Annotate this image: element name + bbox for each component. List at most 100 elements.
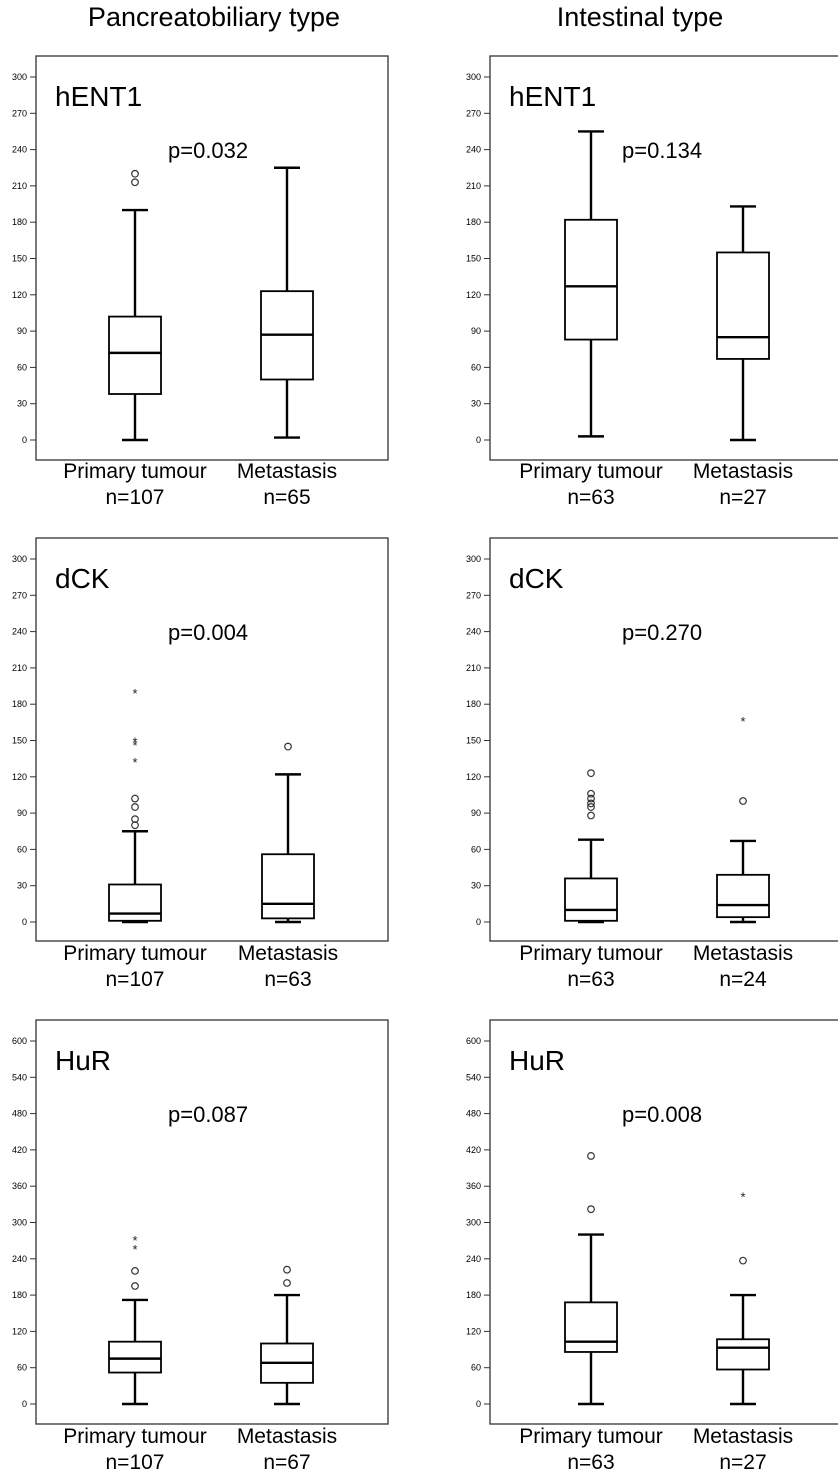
panel-1-group-2-sample-size: n=65: [263, 486, 310, 509]
panel-1-group-1-outlier: [131, 169, 139, 178]
panel-4-frame: [489, 537, 838, 942]
column-title-pancreatobiliary: Pancreatobiliary type: [87, 2, 341, 32]
panel-2-y-tick-label: 270: [466, 108, 481, 118]
panel-4-group-1-outlier: [587, 799, 595, 808]
panel-3-group-1-category-label: Primary tumour: [63, 942, 207, 965]
panel-2-y-tick-label: 90: [471, 326, 481, 336]
panel-5-y-tick-label: 120: [12, 1326, 27, 1336]
panel-1-marker-label: hENT1: [55, 81, 142, 112]
panel-5-y-tick-label: 540: [12, 1072, 27, 1082]
panel-4-group-2-extreme-outlier: *: [740, 714, 745, 729]
panel-6-y-tick-label: 480: [466, 1109, 481, 1119]
panel-4-group-1-outlier: [587, 769, 595, 778]
panel-5-group-1-extreme-outlier: *: [132, 1233, 137, 1248]
panel-3-group-1-outlier: [131, 815, 139, 824]
panel-4-p-value: p=0.270: [622, 620, 702, 645]
panel-3-frame: [35, 537, 389, 942]
panel-2-y-tick-label: 180: [466, 217, 481, 227]
panel-5-group-2-outlier: [283, 1279, 291, 1287]
panel-4-y-tick-label: 30: [471, 881, 481, 891]
panel-3-group-2-category-label: Metastasis: [238, 942, 338, 965]
panel-6-y-tick-label: 420: [466, 1145, 481, 1155]
panel-6-group-2-outlier: [739, 1256, 747, 1265]
panel-1-y-tick-label: 90: [17, 326, 27, 336]
panel-1-y-tick-label: 240: [12, 145, 27, 155]
panel-4-group-1-category-label: Primary tumour: [519, 942, 663, 965]
panel-6-y-tick-label: 0: [476, 1399, 481, 1409]
panel-5-y-tick-label: 600: [12, 1036, 27, 1046]
panel-5-group-1-category-label: Primary tumour: [63, 1425, 207, 1448]
panel-1-group-2-category-label: Metastasis: [237, 460, 337, 483]
panel-5-y-tick-label: 300: [12, 1218, 27, 1228]
panel-5-y-tick-label: 0: [22, 1399, 27, 1409]
panel-6-y-tick-label: 540: [466, 1072, 481, 1082]
panel-1-y-tick-label: 270: [12, 108, 27, 118]
panel-3-y-tick-label: 180: [12, 699, 27, 709]
panel-4-group-2-category-label: Metastasis: [693, 942, 793, 965]
panel-1-group-1-category-label: Primary tumour: [63, 460, 207, 483]
panel-4-y-tick-label: 0: [476, 917, 481, 927]
panel-4-y-tick-label: 210: [466, 663, 481, 673]
panel-5-marker-label: HuR: [55, 1045, 111, 1076]
panel-6-y-tick-label: 300: [466, 1218, 481, 1228]
panel-1-y-tick-label: 180: [12, 217, 27, 227]
panel-3-y-tick-label: 60: [17, 844, 27, 854]
panel-6-y-tick-label: 240: [466, 1254, 481, 1264]
panel-4-y-tick-label: 300: [466, 554, 481, 564]
panel-2-y-tick-label: 210: [466, 181, 481, 191]
panel-6-frame: [489, 1019, 838, 1425]
panel-5-group-1-box: [108, 1340, 162, 1374]
panel-3-group-1-extreme-outlier: *: [132, 735, 137, 750]
panel-1-p-value: p=0.032: [168, 138, 248, 163]
panel-6-group-1-outlier: [587, 1205, 595, 1214]
panel-4-marker-label: dCK: [509, 563, 564, 594]
panel-5-y-tick-label: 180: [12, 1290, 27, 1300]
panel-4-y-tick-label: 150: [466, 736, 481, 746]
panel-1-y-tick-label: 300: [12, 72, 27, 82]
panel-4-group-1-sample-size: n=63: [567, 968, 614, 991]
panel-2-y-tick-label: 0: [476, 435, 481, 445]
panel-5-p-value: p=0.087: [168, 1102, 248, 1127]
panel-4-y-tick-label: 270: [466, 590, 481, 600]
panel-5-group-2-outlier: [283, 1265, 291, 1274]
panel-4-group-1-outlier: [587, 811, 595, 820]
panel-6-y-tick-label: 180: [466, 1290, 481, 1300]
panel-6-group-2-category-label: Metastasis: [693, 1425, 793, 1448]
panel-6-y-tick-label: 360: [466, 1181, 481, 1191]
panel-1-group-1-sample-size: n=107: [106, 486, 165, 509]
panel-2-group-2-sample-size: n=27: [719, 486, 766, 509]
panel-2-p-value: p=0.134: [622, 138, 702, 163]
panel-5-group-2-sample-size: n=67: [263, 1451, 310, 1474]
panel-6-group-1-category-label: Primary tumour: [519, 1425, 663, 1448]
panel-4-y-tick-label: 60: [471, 844, 481, 854]
panel-5-group-1-outlier: [131, 1282, 139, 1290]
panel-2-group-2-category-label: Metastasis: [693, 460, 793, 483]
panel-4-group-2-box: [716, 873, 770, 919]
panel-1-frame: [35, 55, 389, 461]
panel-1-group-1-box: [108, 315, 162, 395]
panel-2-y-tick-label: 240: [466, 145, 481, 155]
panel-6-group-2-box: [716, 1338, 770, 1371]
panel-4-y-tick-label: 180: [466, 699, 481, 709]
panel-1-y-tick-label: 0: [22, 435, 27, 445]
panel-2-frame: [489, 55, 838, 461]
panel-5-frame: [35, 1019, 389, 1425]
panel-4-group-1-outlier: [587, 803, 595, 811]
panel-3-group-1-sample-size: n=107: [106, 968, 165, 991]
panel-3-y-tick-label: 270: [12, 590, 27, 600]
panel-1-group-1-outlier: [131, 178, 139, 187]
panel-2-marker-label: hENT1: [509, 81, 596, 112]
panel-3-group-1-extreme-outlier: *: [132, 686, 137, 701]
panel-6-y-tick-label: 60: [471, 1363, 481, 1373]
panel-6-y-tick-label: 120: [466, 1326, 481, 1336]
panel-2-group-1-sample-size: n=63: [567, 486, 614, 509]
panel-6-marker-label: HuR: [509, 1045, 565, 1076]
panel-6-y-tick-label: 600: [466, 1036, 481, 1046]
column-title-intestinal: Intestinal type: [556, 2, 724, 32]
panel-2-y-tick-label: 300: [466, 72, 481, 82]
panel-4-group-2-outlier: [739, 797, 747, 805]
panel-6-group-1-outlier: [587, 1152, 595, 1160]
panel-3-p-value: p=0.004: [168, 620, 248, 645]
panel-6-group-1-box: [564, 1301, 618, 1353]
